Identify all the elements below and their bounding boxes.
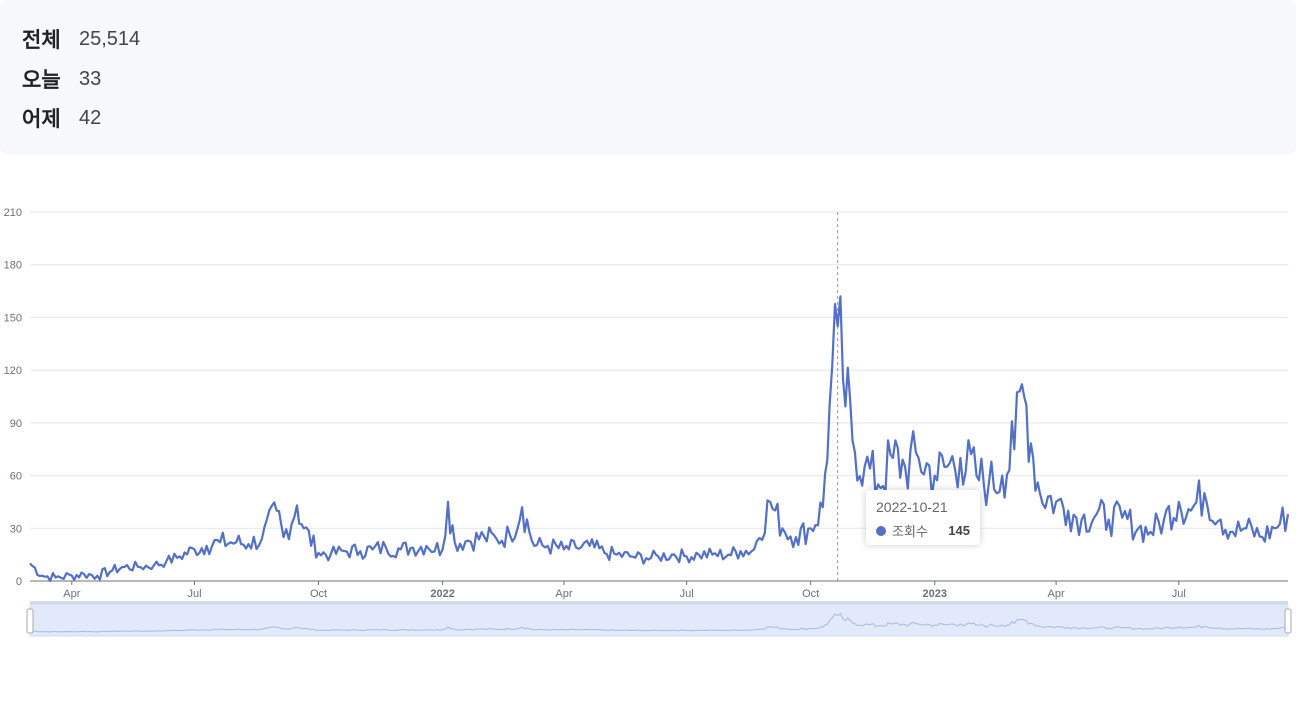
stat-row-today: 오늘 33 xyxy=(22,64,101,94)
y-axis: 0 30 60 90 120 150 180 210 xyxy=(4,207,22,588)
y-tick-label: 210 xyxy=(4,207,22,219)
series-marker-icon xyxy=(876,525,886,536)
x-tick-label: Oct xyxy=(310,588,327,600)
y-tick-label: 180 xyxy=(4,260,22,272)
stat-value-yesterday: 42 xyxy=(79,106,102,129)
zoom-handle-right[interactable] xyxy=(1284,608,1292,634)
x-axis: Apr Jul Oct 2022 Apr Jul Oct 2023 Apr Jul xyxy=(63,581,1186,600)
stat-row-yesterday: 어제 42 xyxy=(22,103,101,133)
grid-lines xyxy=(30,211,1288,582)
series-views[interactable] xyxy=(29,295,1290,583)
stat-value-today: 33 xyxy=(79,67,102,90)
y-tick-label: 30 xyxy=(10,523,22,535)
views-line-chart[interactable]: 0 30 60 90 120 150 180 210 Apr Jul Oct 2022 Apr Jul O… xyxy=(0,190,1296,650)
x-tick-label: Apr xyxy=(63,588,80,600)
x-tick-label: Oct xyxy=(802,588,819,600)
x-tick-label: 2022 xyxy=(430,588,454,600)
stat-value-total: 25,514 xyxy=(79,27,141,50)
tooltip-value: 145 xyxy=(948,523,970,538)
zoom-selection xyxy=(29,605,1289,637)
x-tick-label: 2023 xyxy=(922,588,946,600)
x-tick-label: Jul xyxy=(680,588,694,600)
x-tick-label: Jul xyxy=(187,588,201,600)
stat-label-total: 전체 xyxy=(22,28,61,52)
x-tick-label: Apr xyxy=(555,588,572,600)
y-tick-label: 90 xyxy=(10,418,22,430)
series-line-views[interactable] xyxy=(29,295,1290,583)
chart-tooltip: 2022-10-21 조회수 145 xyxy=(866,490,980,545)
tooltip-series-row: 조회수 145 xyxy=(876,521,970,540)
tooltip-series-name: 조회수 xyxy=(892,524,928,539)
stat-label-today: 오늘 xyxy=(22,68,61,92)
visit-stats-panel: 전체 25,514 오늘 33 어제 42 xyxy=(0,0,1296,155)
y-tick-label: 150 xyxy=(4,312,22,324)
stat-row-total: 전체 25,514 xyxy=(22,24,140,54)
y-tick-label: 120 xyxy=(4,365,22,377)
x-tick-label: Jul xyxy=(1172,588,1186,600)
stat-label-yesterday: 어제 xyxy=(22,107,61,131)
x-tick-label: Apr xyxy=(1048,588,1065,600)
zoom-top-bar xyxy=(30,601,1288,605)
zoom-handle-left[interactable] xyxy=(26,608,34,634)
tooltip-date: 2022-10-21 xyxy=(876,499,948,515)
y-tick-label: 60 xyxy=(10,471,22,483)
data-zoom-slider[interactable] xyxy=(26,601,1292,637)
y-tick-label: 0 xyxy=(16,576,22,588)
zoom-preview-line xyxy=(29,612,1289,633)
